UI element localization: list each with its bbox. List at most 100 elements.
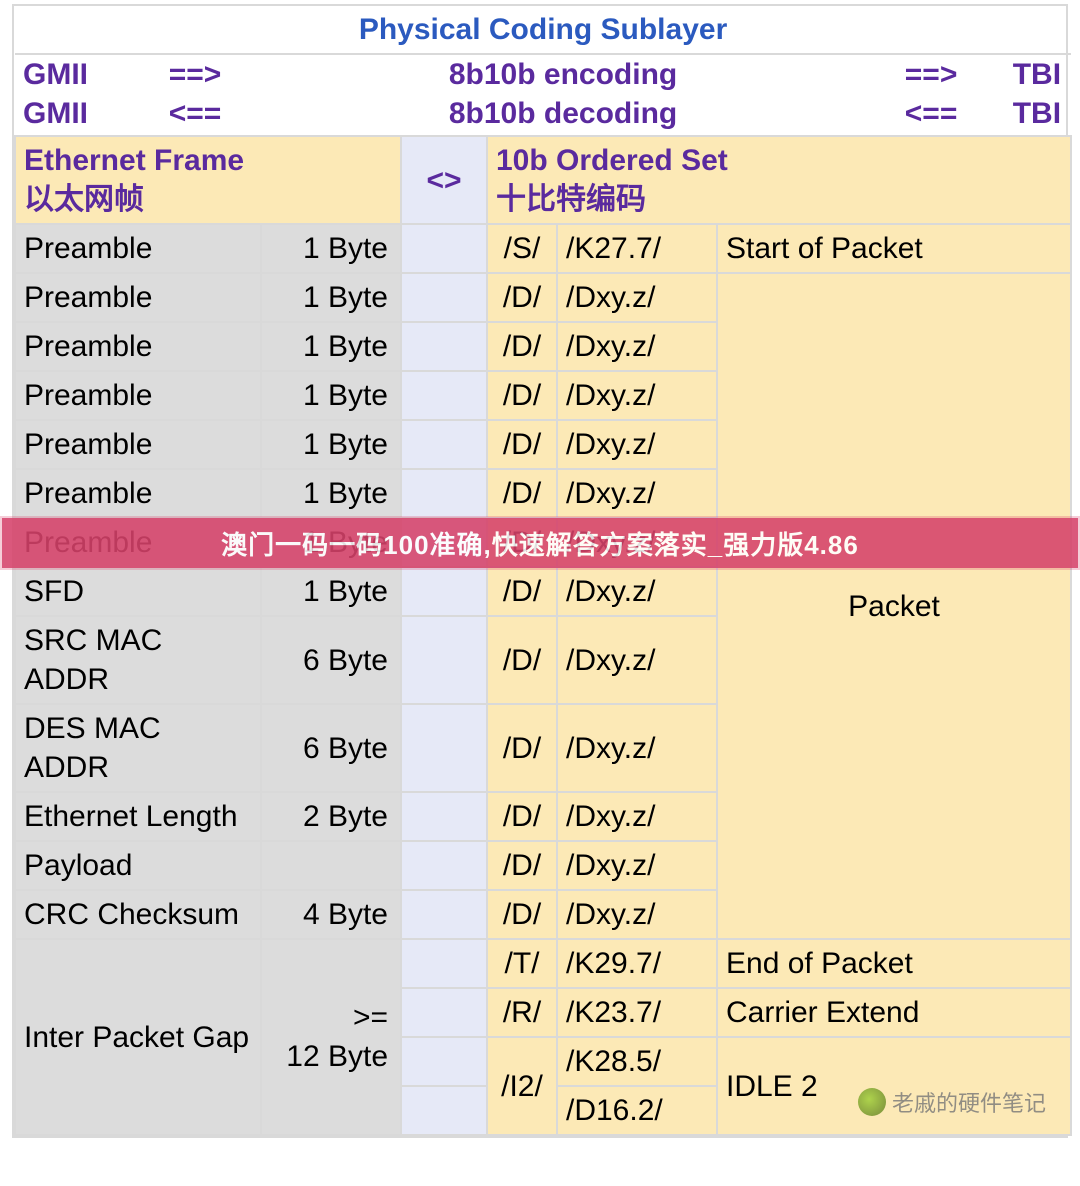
field-name: DES MAC ADDR <box>15 704 261 792</box>
hdr-right-line2: 十比特编码 <box>496 183 646 216</box>
ipg-size-line2: 12 Byte <box>286 1040 388 1073</box>
gap-cell <box>401 616 487 704</box>
field-name: Preamble <box>15 420 261 469</box>
diagram-wrap: 澳门一码一码100准确,快速解答方案落实_强力版4.86 Physical Co… <box>12 4 1068 1138</box>
direction-header: <> <box>401 136 487 224</box>
gap-cell <box>401 273 487 322</box>
enc-arrow2: <== <box>871 94 991 135</box>
field-size: 1 Byte <box>261 567 401 616</box>
enc-right: TBI <box>991 55 1071 94</box>
gap-cell <box>401 988 487 1037</box>
gap-cell <box>401 371 487 420</box>
field-name: Payload <box>15 841 261 890</box>
section-header-row: Ethernet Frame 以太网帧 <> 10b Ordered Set 十… <box>15 136 1071 224</box>
field-name: Preamble <box>15 322 261 371</box>
desc: Start of Packet <box>717 224 1071 273</box>
enc-arrow: <== <box>135 94 255 135</box>
ipg-size-line1: >= <box>353 1001 388 1034</box>
gap-cell <box>401 890 487 939</box>
gap-cell <box>401 1037 487 1086</box>
gap-cell <box>401 567 487 616</box>
gap-cell <box>401 1086 487 1135</box>
code: /K27.7/ <box>557 224 717 273</box>
code: /Dxy.z/ <box>557 616 717 704</box>
gap-cell <box>401 420 487 469</box>
field-name: SFD <box>15 567 261 616</box>
field-name: Preamble <box>15 371 261 420</box>
symbol: /D/ <box>487 420 557 469</box>
symbol: /D/ <box>487 704 557 792</box>
symbol: /R/ <box>487 988 557 1037</box>
field-size: 6 Byte <box>261 616 401 704</box>
field-size: 1 Byte <box>261 322 401 371</box>
desc: End of Packet <box>717 939 1071 988</box>
banner-text: 澳门一码一码100准确,快速解答方案落实_强力版4.86 <box>221 525 859 562</box>
encoding-row-1: GMII ==> 8b10b encoding ==> TBI <box>15 54 1071 94</box>
ipg-name: Inter Packet Gap <box>15 939 261 1135</box>
ipg-size: >= 12 Byte <box>261 939 401 1135</box>
field-name: Preamble <box>15 224 261 273</box>
code: /Dxy.z/ <box>557 567 717 616</box>
field-size: 6 Byte <box>261 704 401 792</box>
code: /Dxy.z/ <box>557 469 717 518</box>
overlay-banner: 澳门一码一码100准确,快速解答方案落实_强力版4.86 <box>2 518 1078 568</box>
hdr-left-line1: Ethernet Frame <box>24 144 244 177</box>
code: /Dxy.z/ <box>557 322 717 371</box>
symbol: /D/ <box>487 567 557 616</box>
field-name: SRC MAC ADDR <box>15 616 261 704</box>
field-size: 2 Byte <box>261 792 401 841</box>
symbol: /S/ <box>487 224 557 273</box>
code: /Dxy.z/ <box>557 841 717 890</box>
watermark: 老戚的硬件笔记 <box>858 1086 1046 1118</box>
gap-cell <box>401 704 487 792</box>
code: /Dxy.z/ <box>557 890 717 939</box>
title-row: Physical Coding Sublayer <box>15 6 1071 54</box>
ethernet-frame-header: Ethernet Frame 以太网帧 <box>15 136 401 224</box>
gap-cell <box>401 939 487 988</box>
hdr-right-line1: 10b Ordered Set <box>496 144 728 177</box>
gap-cell <box>401 469 487 518</box>
code: /K29.7/ <box>557 939 717 988</box>
symbol: /D/ <box>487 792 557 841</box>
symbol: /D/ <box>487 273 557 322</box>
ordered-set-header: 10b Ordered Set 十比特编码 <box>487 136 1071 224</box>
symbol: /I2/ <box>487 1037 557 1135</box>
gap-cell <box>401 792 487 841</box>
code: /K23.7/ <box>557 988 717 1037</box>
field-size: 1 Byte <box>261 469 401 518</box>
field-name: CRC Checksum <box>15 890 261 939</box>
wechat-icon <box>858 1088 886 1116</box>
table-row: Preamble 1 Byte /S/ /K27.7/ Start of Pac… <box>15 224 1071 273</box>
desc: Carrier Extend <box>717 988 1071 1037</box>
pcs-table: Physical Coding Sublayer GMII ==> 8b10b … <box>14 6 1072 1136</box>
symbol: /D/ <box>487 371 557 420</box>
page-title: Physical Coding Sublayer <box>15 6 1071 54</box>
field-name: Preamble <box>15 469 261 518</box>
field-name: Preamble <box>15 273 261 322</box>
field-size: 1 Byte <box>261 420 401 469</box>
gap-cell <box>401 841 487 890</box>
code: /D16.2/ <box>557 1086 717 1135</box>
ipg-row: Inter Packet Gap >= 12 Byte /T/ /K29.7/ … <box>15 939 1071 988</box>
field-size: 1 Byte <box>261 273 401 322</box>
field-size: 1 Byte <box>261 371 401 420</box>
field-size: 4 Byte <box>261 890 401 939</box>
field-name: Ethernet Length <box>15 792 261 841</box>
code: /Dxy.z/ <box>557 371 717 420</box>
field-size <box>261 841 401 890</box>
gap-cell <box>401 322 487 371</box>
code: /Dxy.z/ <box>557 420 717 469</box>
code: /K28.5/ <box>557 1037 717 1086</box>
enc-right: TBI <box>991 94 1071 135</box>
table-row: Preamble 1 Byte /D/ /Dxy.z/ Packet <box>15 273 1071 322</box>
encoding-row-2: GMII <== 8b10b decoding <== TBI <box>15 94 1071 136</box>
code: /Dxy.z/ <box>557 273 717 322</box>
enc-arrow2: ==> <box>871 55 991 94</box>
enc-center: 8b10b decoding <box>255 94 871 135</box>
hdr-left-line2: 以太网帧 <box>24 183 144 216</box>
symbol: /D/ <box>487 322 557 371</box>
enc-left: GMII <box>15 55 135 94</box>
watermark-text: 老戚的硬件笔记 <box>892 1086 1046 1118</box>
symbol: /D/ <box>487 841 557 890</box>
gap-cell <box>401 224 487 273</box>
